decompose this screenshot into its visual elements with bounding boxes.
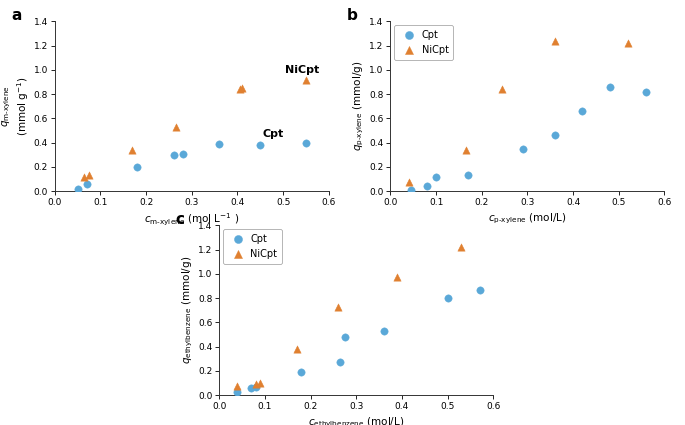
Cpt — [577, 108, 588, 114]
NiCpt — [301, 76, 312, 83]
Cpt — [517, 145, 528, 152]
NiCpt — [332, 303, 343, 310]
Cpt — [640, 88, 651, 95]
Cpt — [378, 328, 389, 334]
Cpt — [431, 173, 442, 180]
Y-axis label: $\it{q}_\mathrm{ethylbenzene}$ (mmol/g): $\it{q}_\mathrm{ethylbenzene}$ (mmol/g) — [181, 256, 195, 364]
Cpt — [214, 141, 225, 147]
NiCpt — [234, 86, 245, 93]
X-axis label: $\it{c}_\mathrm{p\text{-}xylene}$ (mol/L): $\it{c}_\mathrm{p\text{-}xylene}$ (mol/L… — [488, 211, 566, 226]
Cpt — [168, 151, 179, 158]
Cpt — [72, 185, 83, 192]
NiCpt — [236, 85, 247, 91]
NiCpt — [127, 147, 138, 153]
Y-axis label: $\it{q}_\mathrm{p\text{-}xylene}$ (mmol/g): $\it{q}_\mathrm{p\text{-}xylene}$ (mmol/… — [352, 61, 366, 151]
Cpt — [549, 132, 560, 139]
NiCpt — [497, 86, 508, 93]
X-axis label: $\it{c}_\mathrm{ethylbenzene}$ (mol/L): $\it{c}_\mathrm{ethylbenzene}$ (mol/L) — [308, 415, 404, 425]
NiCpt — [84, 172, 95, 179]
Text: b: b — [347, 8, 358, 23]
Cpt — [301, 139, 312, 146]
Cpt — [82, 181, 92, 187]
Cpt — [335, 359, 346, 366]
Legend: Cpt, NiCpt: Cpt, NiCpt — [223, 229, 282, 264]
Text: c: c — [175, 212, 184, 227]
Cpt — [232, 388, 243, 395]
NiCpt — [456, 244, 466, 250]
NiCpt — [392, 274, 403, 281]
Cpt — [132, 164, 142, 170]
Cpt — [255, 142, 266, 148]
NiCpt — [623, 40, 634, 46]
Cpt — [177, 150, 188, 157]
NiCpt — [291, 346, 302, 352]
NiCpt — [460, 147, 471, 153]
NiCpt — [250, 381, 261, 388]
Text: a: a — [11, 8, 21, 23]
Text: NiCpt: NiCpt — [286, 65, 320, 75]
NiCpt — [79, 173, 90, 180]
Legend: Cpt, NiCpt: Cpt, NiCpt — [395, 25, 453, 60]
Cpt — [442, 295, 453, 301]
Cpt — [406, 187, 416, 193]
Cpt — [474, 286, 485, 293]
Cpt — [604, 83, 615, 90]
Text: Cpt: Cpt — [262, 129, 284, 139]
NiCpt — [403, 178, 414, 185]
Cpt — [339, 334, 350, 340]
Cpt — [296, 369, 307, 376]
Cpt — [246, 385, 257, 391]
Y-axis label: $\it{q}_\mathrm{m\text{-}xylene}$
(mmol g$^{-1}$): $\it{q}_\mathrm{m\text{-}xylene}$ (mmol … — [0, 76, 31, 136]
NiCpt — [171, 124, 182, 130]
Cpt — [462, 172, 473, 179]
Cpt — [421, 183, 432, 190]
NiCpt — [232, 382, 243, 389]
X-axis label: $\it{c}_\mathrm{m\text{-}xylene}$ (mol L$^{-1}$ ): $\it{c}_\mathrm{m\text{-}xylene}$ (mol L… — [145, 211, 239, 227]
NiCpt — [549, 37, 560, 44]
Cpt — [250, 383, 261, 390]
NiCpt — [255, 380, 266, 386]
